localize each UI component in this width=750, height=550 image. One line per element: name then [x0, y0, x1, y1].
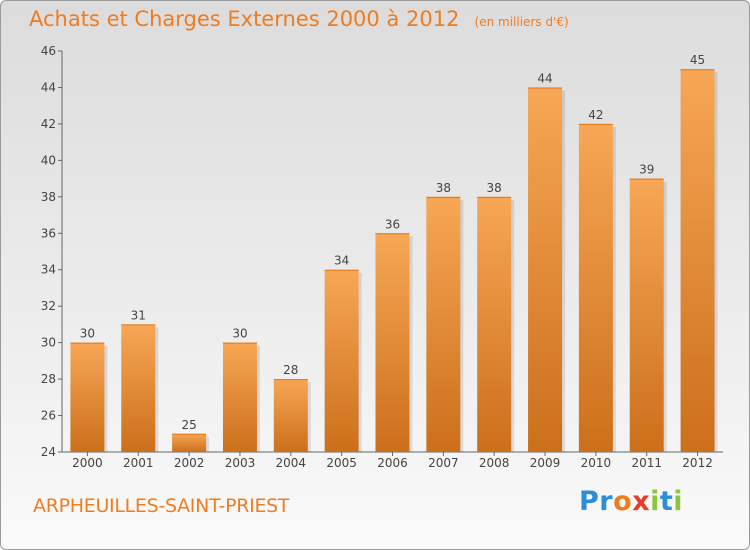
x-tick-label: 2009	[530, 456, 561, 470]
y-tick-label: 40	[41, 153, 56, 167]
bar-value-label: 42	[588, 108, 603, 122]
bar	[324, 269, 359, 452]
bar	[477, 196, 512, 452]
bar	[70, 342, 105, 452]
y-tick-label: 28	[41, 372, 56, 386]
bar-value-label: 44	[537, 71, 552, 85]
bar	[222, 342, 257, 452]
y-tick-label: 36	[41, 226, 56, 240]
x-tick-label: 2004	[276, 456, 307, 470]
title-line: Achats et Charges Externes 2000 à 2012 (…	[29, 7, 569, 31]
y-tick-label: 32	[41, 299, 56, 313]
x-tick-label: 2007	[428, 456, 459, 470]
x-tick-label: 2010	[581, 456, 612, 470]
bar	[172, 433, 207, 452]
bar	[426, 196, 461, 452]
bar-value-label: 25	[181, 418, 196, 432]
bar-value-label: 38	[436, 181, 451, 195]
y-tick-label: 30	[41, 336, 56, 350]
y-tick-label: 46	[41, 44, 56, 58]
x-tick-label: 2005	[326, 456, 357, 470]
x-tick-label: 2001	[123, 456, 154, 470]
x-tick-label: 2012	[682, 456, 713, 470]
logo-letter: i	[650, 486, 660, 517]
logo-letter: x	[632, 486, 651, 517]
y-tick-label: 24	[41, 445, 56, 459]
bar	[680, 69, 715, 453]
y-tick-label: 42	[41, 117, 56, 131]
x-tick-label: 2008	[479, 456, 510, 470]
y-tick-label: 38	[41, 190, 56, 204]
bar-value-label: 45	[690, 53, 705, 67]
x-tick-label: 2011	[631, 456, 662, 470]
logo-letter: r	[599, 486, 614, 517]
logo-letter: t	[659, 486, 674, 517]
commune-name: ARPHEUILLES-SAINT-PRIEST	[33, 495, 290, 517]
bar-value-label: 28	[283, 363, 298, 377]
y-tick-label: 34	[41, 263, 56, 277]
x-tick-label: 2002	[174, 456, 205, 470]
bar	[273, 379, 308, 452]
logo-letter: i	[673, 486, 684, 517]
logo-letter: P	[579, 486, 600, 517]
proxiti-logo: Proxiti	[579, 486, 683, 517]
x-tick-label: 2003	[225, 456, 256, 470]
bar-value-label: 30	[80, 327, 95, 341]
bar-value-label: 36	[385, 217, 400, 231]
bar	[528, 87, 563, 453]
y-tick-label: 44	[41, 80, 56, 94]
bar	[578, 123, 613, 452]
bar	[121, 324, 156, 452]
x-tick-label: 2000	[72, 456, 103, 470]
bar-value-label: 30	[232, 327, 247, 341]
plot-area: 24 26 28 30 32 34 36 38 40 42 44 46 30 2000 31 2001 25 20…	[41, 44, 723, 470]
logo-letter: o	[613, 486, 633, 517]
bar	[375, 233, 410, 452]
bar-value-label: 31	[131, 308, 146, 322]
bar-value-label: 39	[639, 163, 654, 177]
chart-units: (en milliers d'€)	[474, 15, 569, 29]
bar-value-label: 34	[334, 254, 349, 268]
y-tick-label: 26	[41, 409, 56, 423]
bar-value-label: 38	[487, 181, 502, 195]
chart-title: Achats et Charges Externes 2000 à 2012	[29, 7, 460, 31]
x-tick-label: 2006	[377, 456, 408, 470]
bar	[629, 178, 664, 452]
